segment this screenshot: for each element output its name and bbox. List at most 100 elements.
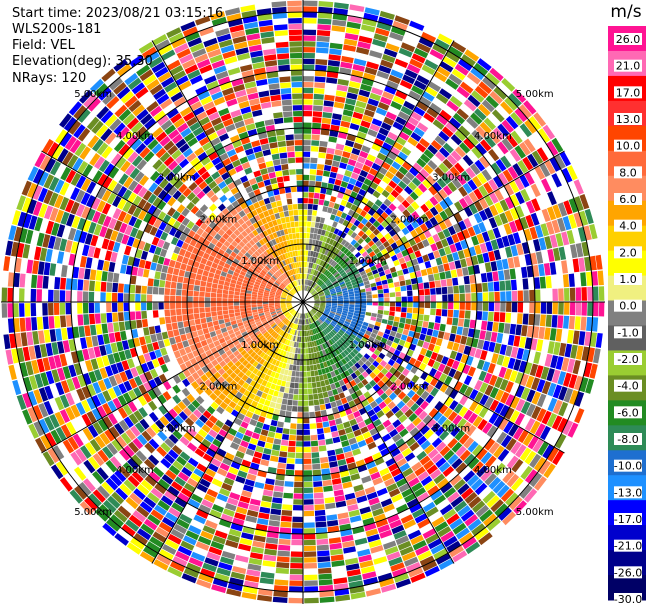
ppi-gate [318,579,333,586]
ppi-gate [371,286,377,291]
ppi-gate [316,312,322,317]
ppi-gate [310,434,318,441]
ppi-gate [303,470,313,476]
ppi-gate [402,218,411,227]
ppi-gate [419,96,432,107]
ppi-gate [515,267,522,279]
ppi-gate [409,58,423,69]
ppi-gate [564,302,570,315]
ppi-gate [390,242,398,250]
ppi-gate [484,384,494,396]
ppi-gate [280,445,288,452]
ppi-gate [387,278,394,284]
ppi-gate [401,302,407,307]
ppi-gate [385,424,395,433]
ppi-gate [492,227,501,239]
ppi-gate [516,243,524,256]
ppi-gate [440,279,447,287]
ppi-gate [385,245,393,253]
ppi-gate [342,290,348,294]
ppi-gate [338,279,344,284]
ppi-gate [320,283,325,288]
ppi-gate [506,291,512,302]
ppi-gate [315,286,321,291]
ppi-gate [359,248,366,255]
ppi-gate [519,484,533,499]
ppi-gate [78,326,85,338]
ppi-gate [345,250,352,257]
ppi-gate [405,232,413,241]
ppi-gate [442,56,457,68]
ppi-gate [345,395,353,403]
ppi-gate [356,352,363,359]
ppi-gate [172,394,182,404]
ppi-gate [401,146,412,156]
ppi-gate [117,302,124,312]
ppi-gate [530,338,538,351]
ppi-gate [372,294,378,299]
ppi-gate [107,272,114,282]
ppi-gate [346,134,356,142]
ppi-gate [325,297,332,300]
ppi-gate [500,302,506,312]
ppi-gate [172,268,180,276]
ppi-gate [313,481,323,487]
ppi-gate [343,304,349,307]
ppi-gate [422,414,432,425]
ppi-gate [528,135,541,150]
ppi-gate [349,323,356,328]
ppi-gate [425,533,440,545]
ppi-gate [342,325,348,330]
ppi-gate [458,59,473,72]
ppi-gate [171,322,178,330]
ppi-gate [337,367,344,374]
ppi-gate [337,244,344,251]
ppi-gate [430,469,442,480]
ppi-gate [174,261,182,269]
ppi-gate [471,235,479,246]
ppi-gate [467,134,479,146]
ppi-gate [527,435,539,450]
ppi-gate [448,261,456,270]
ppi-gate [304,580,318,586]
ppi-gate [341,384,348,392]
ppi-gate [318,325,324,331]
ppi-gate [417,492,430,503]
ppi-gate [393,387,402,396]
ppi-gate [304,285,307,291]
ppi-gate [273,491,283,498]
ppi-gate [389,330,397,337]
ppi-gate [504,210,514,222]
ppi-gate [375,171,385,180]
ppi-gate [358,394,366,402]
ppi-gate [303,250,306,256]
ppi-gate [391,405,400,414]
ppi-gate [205,292,211,298]
ppi-gate [349,296,355,300]
ppi-gate [513,335,521,347]
ppi-gate [383,116,395,126]
ppi-gate [317,205,323,211]
ppi-gate [450,134,463,146]
ppi-gate [315,286,320,291]
ppi-gate [308,244,312,251]
ppi-gate [402,329,409,336]
ppi-gate [364,254,371,261]
ppi-gate [426,464,438,475]
ppi-gate [114,331,122,342]
ppi-gate [141,294,147,302]
ppi-gate [89,269,97,281]
ppi-gate [305,244,309,250]
ppi-gate [424,444,435,455]
ppi-gate [123,293,129,302]
ppi-gate [251,302,257,305]
ppi-gate [474,244,482,255]
ppi-gate [380,392,389,401]
ppi-gate [451,233,460,244]
ppi-gate [434,370,443,380]
ppi-gate [95,324,103,335]
ppi-gate [263,304,269,307]
ppi-gate [311,290,316,295]
ppi-gate [317,158,325,165]
ppi-gate [389,212,398,220]
